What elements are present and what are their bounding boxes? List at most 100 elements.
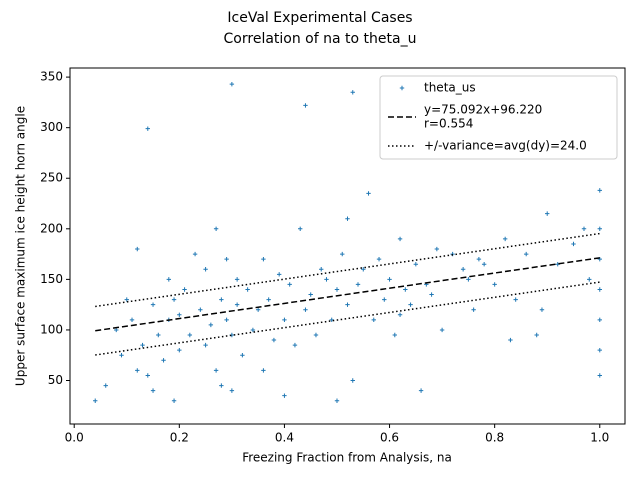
point <box>245 287 250 292</box>
point <box>329 317 334 323</box>
point <box>319 267 324 272</box>
point <box>334 398 340 403</box>
point <box>114 327 119 333</box>
point <box>597 188 602 193</box>
point <box>203 342 208 348</box>
point <box>255 307 261 312</box>
point <box>276 272 282 277</box>
y-tick-label: 100 <box>40 322 63 336</box>
point <box>182 287 187 292</box>
point <box>240 353 245 358</box>
point <box>282 393 287 398</box>
point <box>177 347 182 353</box>
point <box>545 211 550 216</box>
point <box>513 297 518 302</box>
point <box>224 317 229 323</box>
point <box>434 246 440 252</box>
point <box>397 312 403 317</box>
point <box>350 378 355 383</box>
point <box>156 332 161 338</box>
point <box>150 388 156 393</box>
x-tick-label: 0.4 <box>275 431 294 445</box>
point <box>229 81 235 87</box>
y-tick-label: 250 <box>40 171 63 185</box>
point <box>119 353 124 358</box>
chart-subtitle: Correlation of na to theta_u <box>224 31 417 47</box>
y-tick-label: 300 <box>40 120 63 134</box>
point <box>429 292 434 297</box>
point <box>476 256 482 262</box>
point <box>187 332 193 338</box>
point <box>534 332 539 338</box>
x-tick-label: 0.2 <box>170 431 189 445</box>
point <box>224 256 229 262</box>
point <box>213 368 219 373</box>
point <box>508 337 513 343</box>
point <box>124 297 129 302</box>
point <box>376 256 382 262</box>
point <box>371 317 376 323</box>
point <box>145 126 150 131</box>
point <box>597 373 602 378</box>
point <box>219 383 224 388</box>
point <box>282 317 287 323</box>
point <box>166 277 172 282</box>
point <box>466 277 471 282</box>
point <box>292 342 298 348</box>
x-tick-label: 0.6 <box>380 431 399 445</box>
point <box>597 256 602 262</box>
y-tick-label: 50 <box>48 373 63 387</box>
fit-line <box>95 257 600 332</box>
point <box>192 251 198 257</box>
point <box>392 332 398 338</box>
point <box>597 347 602 353</box>
point <box>297 226 303 232</box>
point <box>481 262 487 267</box>
point <box>539 307 545 312</box>
point <box>587 277 592 282</box>
legend-label: y=75.092x+96.220 <box>424 103 542 117</box>
point <box>439 327 445 333</box>
point <box>261 256 266 262</box>
x-axis-label: Freezing Fraction from Analysis, na <box>242 451 452 465</box>
fit-line <box>95 281 600 356</box>
point <box>324 277 329 282</box>
point <box>93 398 98 403</box>
point <box>502 236 508 242</box>
point <box>303 103 308 108</box>
point <box>460 267 466 272</box>
legend-label: theta_us <box>424 81 476 95</box>
point <box>271 337 277 343</box>
point <box>340 251 345 257</box>
point <box>397 236 403 242</box>
point <box>234 302 240 307</box>
fit-line <box>95 232 600 308</box>
point <box>492 282 497 287</box>
y-tick-label: 350 <box>40 70 63 84</box>
plot-frame <box>69 67 626 425</box>
point <box>208 322 214 328</box>
legend-marker <box>399 85 405 91</box>
point <box>366 191 371 196</box>
point <box>581 226 587 232</box>
point <box>418 388 424 393</box>
legend-label: r=0.554 <box>424 117 473 131</box>
y-tick-label: 150 <box>40 272 63 286</box>
x-tick-label: 0.8 <box>485 431 504 445</box>
point <box>261 368 266 373</box>
point <box>413 262 419 267</box>
point <box>171 297 177 302</box>
point <box>350 90 355 95</box>
point <box>345 216 350 221</box>
point <box>198 307 203 312</box>
point <box>345 302 350 307</box>
point <box>361 267 366 272</box>
point <box>313 332 319 338</box>
legend-label: +/-variance=avg(dy)=24.0 <box>424 139 587 153</box>
point <box>287 282 292 287</box>
point <box>408 302 413 307</box>
point <box>213 226 219 232</box>
point <box>250 327 256 333</box>
chart-title: IceVal Experimental Cases <box>227 10 412 26</box>
